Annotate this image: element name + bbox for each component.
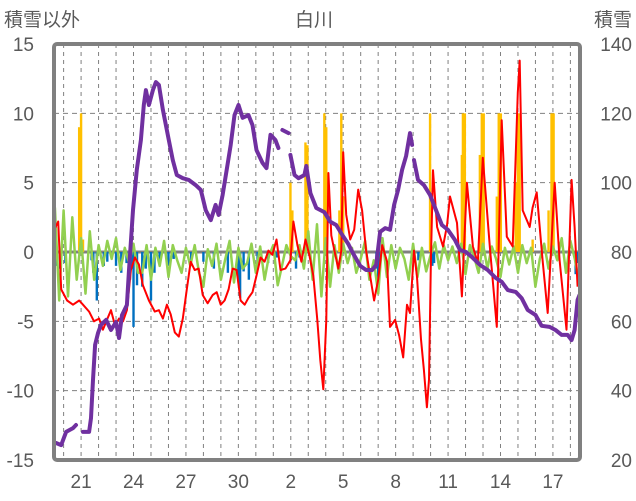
x-tick-label: 8 bbox=[390, 472, 401, 493]
snow-depth-line bbox=[280, 128, 291, 136]
right-y-tick-label: 40 bbox=[611, 382, 632, 403]
blue-bar bbox=[247, 252, 251, 280]
orange-bar bbox=[306, 145, 309, 252]
orange-bar bbox=[323, 113, 326, 252]
orange-bar bbox=[340, 113, 343, 252]
x-tick-label: 17 bbox=[542, 472, 563, 493]
blue-bar bbox=[144, 252, 147, 269]
orange-bar bbox=[497, 113, 500, 252]
left-axis-label: 積雪以外 bbox=[4, 9, 80, 31]
blue-bar bbox=[576, 252, 579, 264]
x-tick-label: 2 bbox=[285, 472, 296, 493]
blue-bar bbox=[242, 252, 245, 272]
green-series-line bbox=[53, 207, 581, 302]
line-series bbox=[53, 59, 582, 448]
orange-bar bbox=[77, 127, 81, 252]
orange-bar bbox=[552, 113, 555, 252]
blue-bar bbox=[158, 252, 161, 264]
orange-bar bbox=[482, 113, 485, 252]
orange-bar bbox=[325, 127, 328, 252]
blue-bar bbox=[238, 252, 242, 298]
blue-bar bbox=[114, 252, 118, 266]
right-y-tick-label: 20 bbox=[611, 451, 632, 472]
x-tick-label: 27 bbox=[175, 472, 196, 493]
blue-bar bbox=[202, 252, 205, 262]
orange-bar bbox=[463, 113, 467, 252]
orange-bar bbox=[514, 182, 517, 252]
x-tick-label: 30 bbox=[228, 472, 249, 493]
left-y-tick-label: 10 bbox=[13, 104, 34, 125]
left-y-tick-label: 15 bbox=[13, 35, 34, 56]
left-y-tick-label: -5 bbox=[17, 312, 34, 333]
right-y-tick-label: 120 bbox=[600, 104, 632, 125]
left-y-tick-label: -15 bbox=[7, 451, 34, 472]
right-y-tick-label: 140 bbox=[600, 35, 632, 56]
chart-title: 白川 bbox=[295, 9, 333, 31]
left-y-tick-label: 5 bbox=[23, 174, 34, 195]
orange-bar bbox=[304, 142, 307, 252]
snow-depth-line bbox=[412, 158, 582, 343]
orange-bar bbox=[342, 196, 345, 252]
right-y-tick-label: 60 bbox=[611, 312, 632, 333]
blue-bar bbox=[95, 252, 99, 301]
x-tick-label: 11 bbox=[438, 472, 458, 493]
left-y-tick-label: 0 bbox=[23, 243, 34, 264]
x-tick-label: 24 bbox=[123, 472, 145, 493]
tick-labels: 15 10 5 0 -5 -10 -15 140 120 100 80 60 40 20 21 24 27 30 2… bbox=[7, 35, 632, 493]
orange-bar bbox=[518, 113, 521, 252]
red-series-line bbox=[53, 59, 579, 409]
blue-bar bbox=[106, 252, 109, 262]
blue-bar bbox=[431, 252, 434, 266]
blue-bar bbox=[132, 252, 135, 327]
right-y-tick-label: 100 bbox=[600, 174, 632, 195]
blue-bar bbox=[237, 252, 240, 280]
snow-depth-line bbox=[54, 423, 78, 448]
orange-bar bbox=[428, 113, 432, 252]
snow-depth-line bbox=[81, 80, 281, 434]
orange-bar bbox=[550, 113, 553, 252]
right-axis-label: 積雪 bbox=[594, 9, 632, 31]
blue-bar bbox=[417, 252, 420, 261]
x-tick-label: 21 bbox=[71, 472, 92, 493]
orange-bar bbox=[289, 182, 292, 252]
blue-bar bbox=[226, 252, 230, 273]
orange-bar bbox=[516, 113, 519, 252]
blue-bar bbox=[432, 252, 436, 264]
x-tick-label: 14 bbox=[490, 472, 512, 493]
orange-bar bbox=[81, 239, 85, 252]
right-y-tick-label: 80 bbox=[611, 243, 632, 264]
x-tick-label: 5 bbox=[338, 472, 349, 493]
blue-bar bbox=[167, 252, 170, 266]
plot-frame bbox=[52, 42, 582, 462]
orange-bar bbox=[79, 113, 83, 252]
blue-bar bbox=[172, 252, 175, 259]
orange-bar bbox=[547, 210, 550, 252]
orange-bar bbox=[461, 113, 465, 252]
blue-bar bbox=[275, 252, 279, 258]
orange-bar bbox=[531, 239, 534, 252]
blue-bar bbox=[130, 252, 133, 269]
left-y-tick-label: -10 bbox=[7, 382, 34, 403]
blue-bar bbox=[376, 252, 380, 280]
snow-depth-line bbox=[288, 131, 415, 272]
orange-bar bbox=[495, 196, 499, 252]
